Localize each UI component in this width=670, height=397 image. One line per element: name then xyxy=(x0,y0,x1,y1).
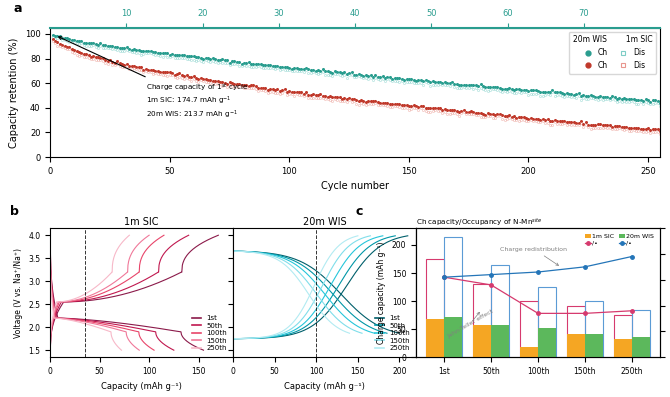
Text: b: b xyxy=(10,205,19,218)
Bar xyxy=(567,334,585,357)
X-axis label: Capacity (mAh g⁻¹): Capacity (mAh g⁻¹) xyxy=(284,382,365,391)
Bar xyxy=(444,237,462,357)
Legend: Ch, Ch, Dis, Dis: Ch, Ch, Dis, Dis xyxy=(569,32,656,74)
Bar xyxy=(585,334,603,357)
Legend: 1st, 50th, 100th, 150th, 250th: 1st, 50th, 100th, 150th, 250th xyxy=(190,313,230,354)
Bar xyxy=(538,328,556,357)
Bar xyxy=(567,306,585,357)
Bar xyxy=(538,287,556,357)
Bar xyxy=(426,259,444,357)
Text: Ch capacity/Occupancy of N-Mn$^{site}$: Ch capacity/Occupancy of N-Mn$^{site}$ xyxy=(416,216,543,228)
Bar xyxy=(473,284,491,357)
X-axis label: Capacity (mAh g⁻¹): Capacity (mAh g⁻¹) xyxy=(101,382,182,391)
X-axis label: Cycle number: Cycle number xyxy=(321,181,389,191)
Text: c: c xyxy=(355,205,362,218)
Bar xyxy=(491,325,509,357)
Y-axis label: Voltage (V vs. Na⁺/Na⁺): Voltage (V vs. Na⁺/Na⁺) xyxy=(14,248,23,338)
Text: Jahn-Teller effect: Jahn-Teller effect xyxy=(446,308,494,339)
Title: 1m SIC: 1m SIC xyxy=(125,217,159,227)
Bar xyxy=(632,337,650,357)
Y-axis label: Charge capacity (mAh g⁻¹): Charge capacity (mAh g⁻¹) xyxy=(377,241,387,344)
Bar xyxy=(426,319,444,357)
Bar xyxy=(614,339,632,357)
Legend: 1st, 50th, 100th, 150th, 250th: 1st, 50th, 100th, 150th, 250th xyxy=(373,313,413,354)
Bar xyxy=(473,325,491,357)
Bar xyxy=(632,310,650,357)
Bar xyxy=(520,301,538,357)
Title: 20m WIS: 20m WIS xyxy=(303,217,346,227)
Text: Charge redistribution: Charge redistribution xyxy=(500,247,567,266)
Y-axis label: Capacity retention (%): Capacity retention (%) xyxy=(9,37,19,148)
Bar xyxy=(614,315,632,357)
Text: Charge capacity of 1$^{st}$ cycle
1m SIC: 174.7 mAh g$^{-1}$
20m WIS: 213.7 mAh : Charge capacity of 1$^{st}$ cycle 1m SIC… xyxy=(59,37,249,121)
Bar xyxy=(585,301,603,357)
Bar xyxy=(444,317,462,357)
Text: a: a xyxy=(13,2,22,15)
Bar xyxy=(491,264,509,357)
Bar xyxy=(520,347,538,357)
Legend: 1m SIC , /•, 20m WIS, /•: 1m SIC , /•, 20m WIS, /• xyxy=(582,231,657,248)
